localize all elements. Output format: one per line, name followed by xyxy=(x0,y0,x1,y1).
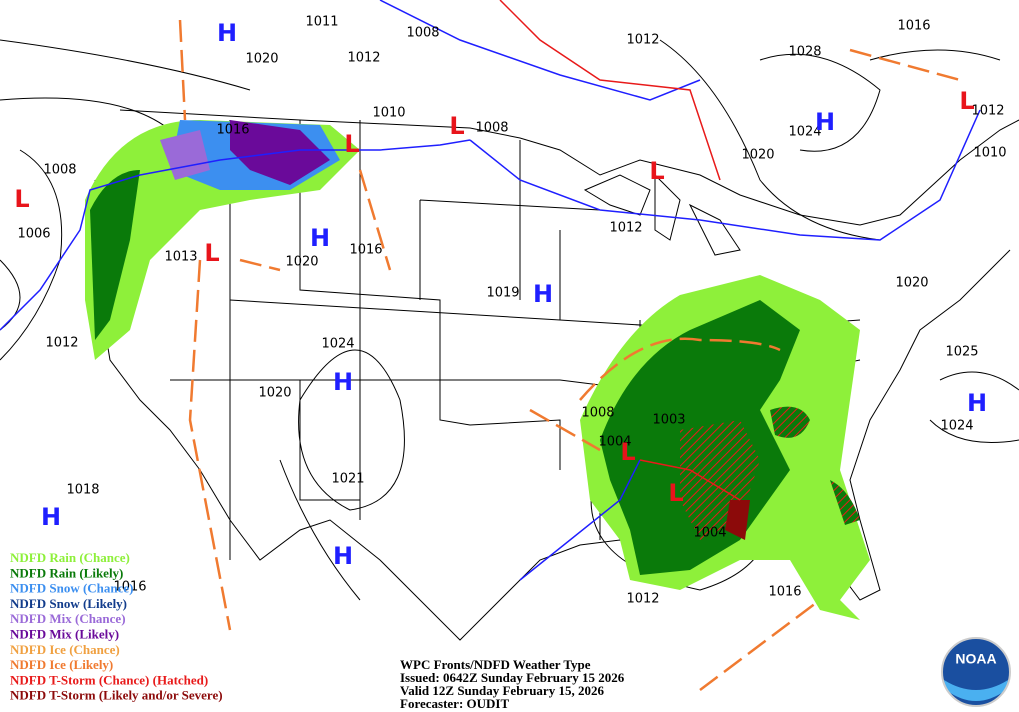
isobar-label: 1018 xyxy=(66,483,99,498)
isobar-label: 1016 xyxy=(897,19,930,34)
pressure-center: H xyxy=(333,368,353,396)
caption-line: WPC Fronts/NDFD Weather Type xyxy=(400,657,591,672)
caption-line: Issued: 0642Z Sunday February 15 2026 xyxy=(400,670,625,685)
isobar-label: 1016 xyxy=(216,123,249,138)
isobar-label: 1025 xyxy=(945,345,978,360)
pressure-center: L xyxy=(449,112,464,140)
legend-entry: NDFD Mix (Likely) xyxy=(10,626,119,641)
legend: NDFD Rain (Chance)NDFD Rain (Likely)NDFD… xyxy=(10,550,223,703)
isobar-label: 1016 xyxy=(768,585,801,600)
isobar-label: 1024 xyxy=(940,419,973,434)
pressure-center: L xyxy=(620,438,635,466)
pressure-center: H xyxy=(41,503,61,531)
isobar-label: 1004 xyxy=(598,435,631,450)
isobar-label: 1012 xyxy=(626,592,659,607)
isobar-label: 1028 xyxy=(788,45,821,60)
isobar-label: 1020 xyxy=(285,255,318,270)
pressure-center: L xyxy=(344,130,359,158)
isobar-labels: 1011 1008 1012 1016 1020 1012 1028 1010 1008 1016… xyxy=(17,15,1006,607)
isobar-label: 1003 xyxy=(652,413,685,428)
legend-entry: NDFD Rain (Likely) xyxy=(10,565,123,580)
isobar-label: 1024 xyxy=(788,125,821,140)
isobar-label: 1019 xyxy=(486,286,519,301)
isobar-label: 1020 xyxy=(258,386,291,401)
isobar-label: 1020 xyxy=(245,52,278,67)
isobar-label: 1008 xyxy=(581,406,614,421)
isobar-label: 1010 xyxy=(973,146,1006,161)
pressure-center: H xyxy=(333,542,353,570)
pressure-center: H xyxy=(533,280,553,308)
legend-entry: NDFD Rain (Chance) xyxy=(10,550,130,565)
caption-line: Valid 12Z Sunday February 15, 2026 xyxy=(400,683,604,698)
isobar-label: 1012 xyxy=(347,51,380,66)
noaa-logo: NOAA xyxy=(941,637,1011,707)
isobar-label: 1008 xyxy=(43,163,76,178)
pressure-center: L xyxy=(668,479,683,507)
isobar-label: 1011 xyxy=(305,15,338,30)
legend-entry: NDFD Ice (Chance) xyxy=(10,642,120,657)
logo-text: NOAA xyxy=(955,651,996,667)
pressure-center: H xyxy=(217,19,237,47)
pressure-center: L xyxy=(649,157,664,185)
fronts xyxy=(0,0,981,691)
isobar-label: 1013 xyxy=(164,250,197,265)
caption-line: Forecaster: OUDIT xyxy=(400,696,509,711)
pressure-center: L xyxy=(14,185,29,213)
isobar-label: 1024 xyxy=(321,337,354,352)
isobar-label: 1020 xyxy=(741,148,774,163)
pressure-center: H xyxy=(815,108,835,136)
isobar-label: 1008 xyxy=(475,121,508,136)
legend-entry: NDFD T-Storm (Chance) (Hatched) xyxy=(10,672,208,687)
legend-entry: NDFD Mix (Chance) xyxy=(10,611,126,626)
isobar-label: 1012 xyxy=(609,221,642,236)
isobar-label: 1016 xyxy=(349,243,382,258)
isobar-label: 1020 xyxy=(895,276,928,291)
isobar-label: 1008 xyxy=(406,26,439,41)
precipitation xyxy=(85,120,870,620)
legend-entry: NDFD Snow (Likely) xyxy=(10,596,127,611)
pressure-center: H xyxy=(967,389,987,417)
isobar-label: 1004 xyxy=(693,526,726,541)
isobar-label: 1006 xyxy=(17,227,50,242)
isobar-label: 1010 xyxy=(372,106,405,121)
pressure-center: L xyxy=(959,87,974,115)
isobar-label: 1012 xyxy=(45,336,78,351)
isobar-label: 1012 xyxy=(971,104,1004,119)
isobar-label: 1021 xyxy=(331,472,364,487)
pressure-center: L xyxy=(204,239,219,267)
pressure-center: H xyxy=(310,224,330,252)
isobar-label: 1016 xyxy=(113,580,146,595)
isobar-label: 1012 xyxy=(626,33,659,48)
pressure-centers: H H H H H H H H L L L L L L L L xyxy=(14,19,987,570)
legend-entry: NDFD Snow (Chance) xyxy=(10,581,134,596)
legend-entry: NDFD Ice (Likely) xyxy=(10,657,113,672)
legend-entry: NDFD T-Storm (Likely and/or Severe) xyxy=(10,688,223,703)
